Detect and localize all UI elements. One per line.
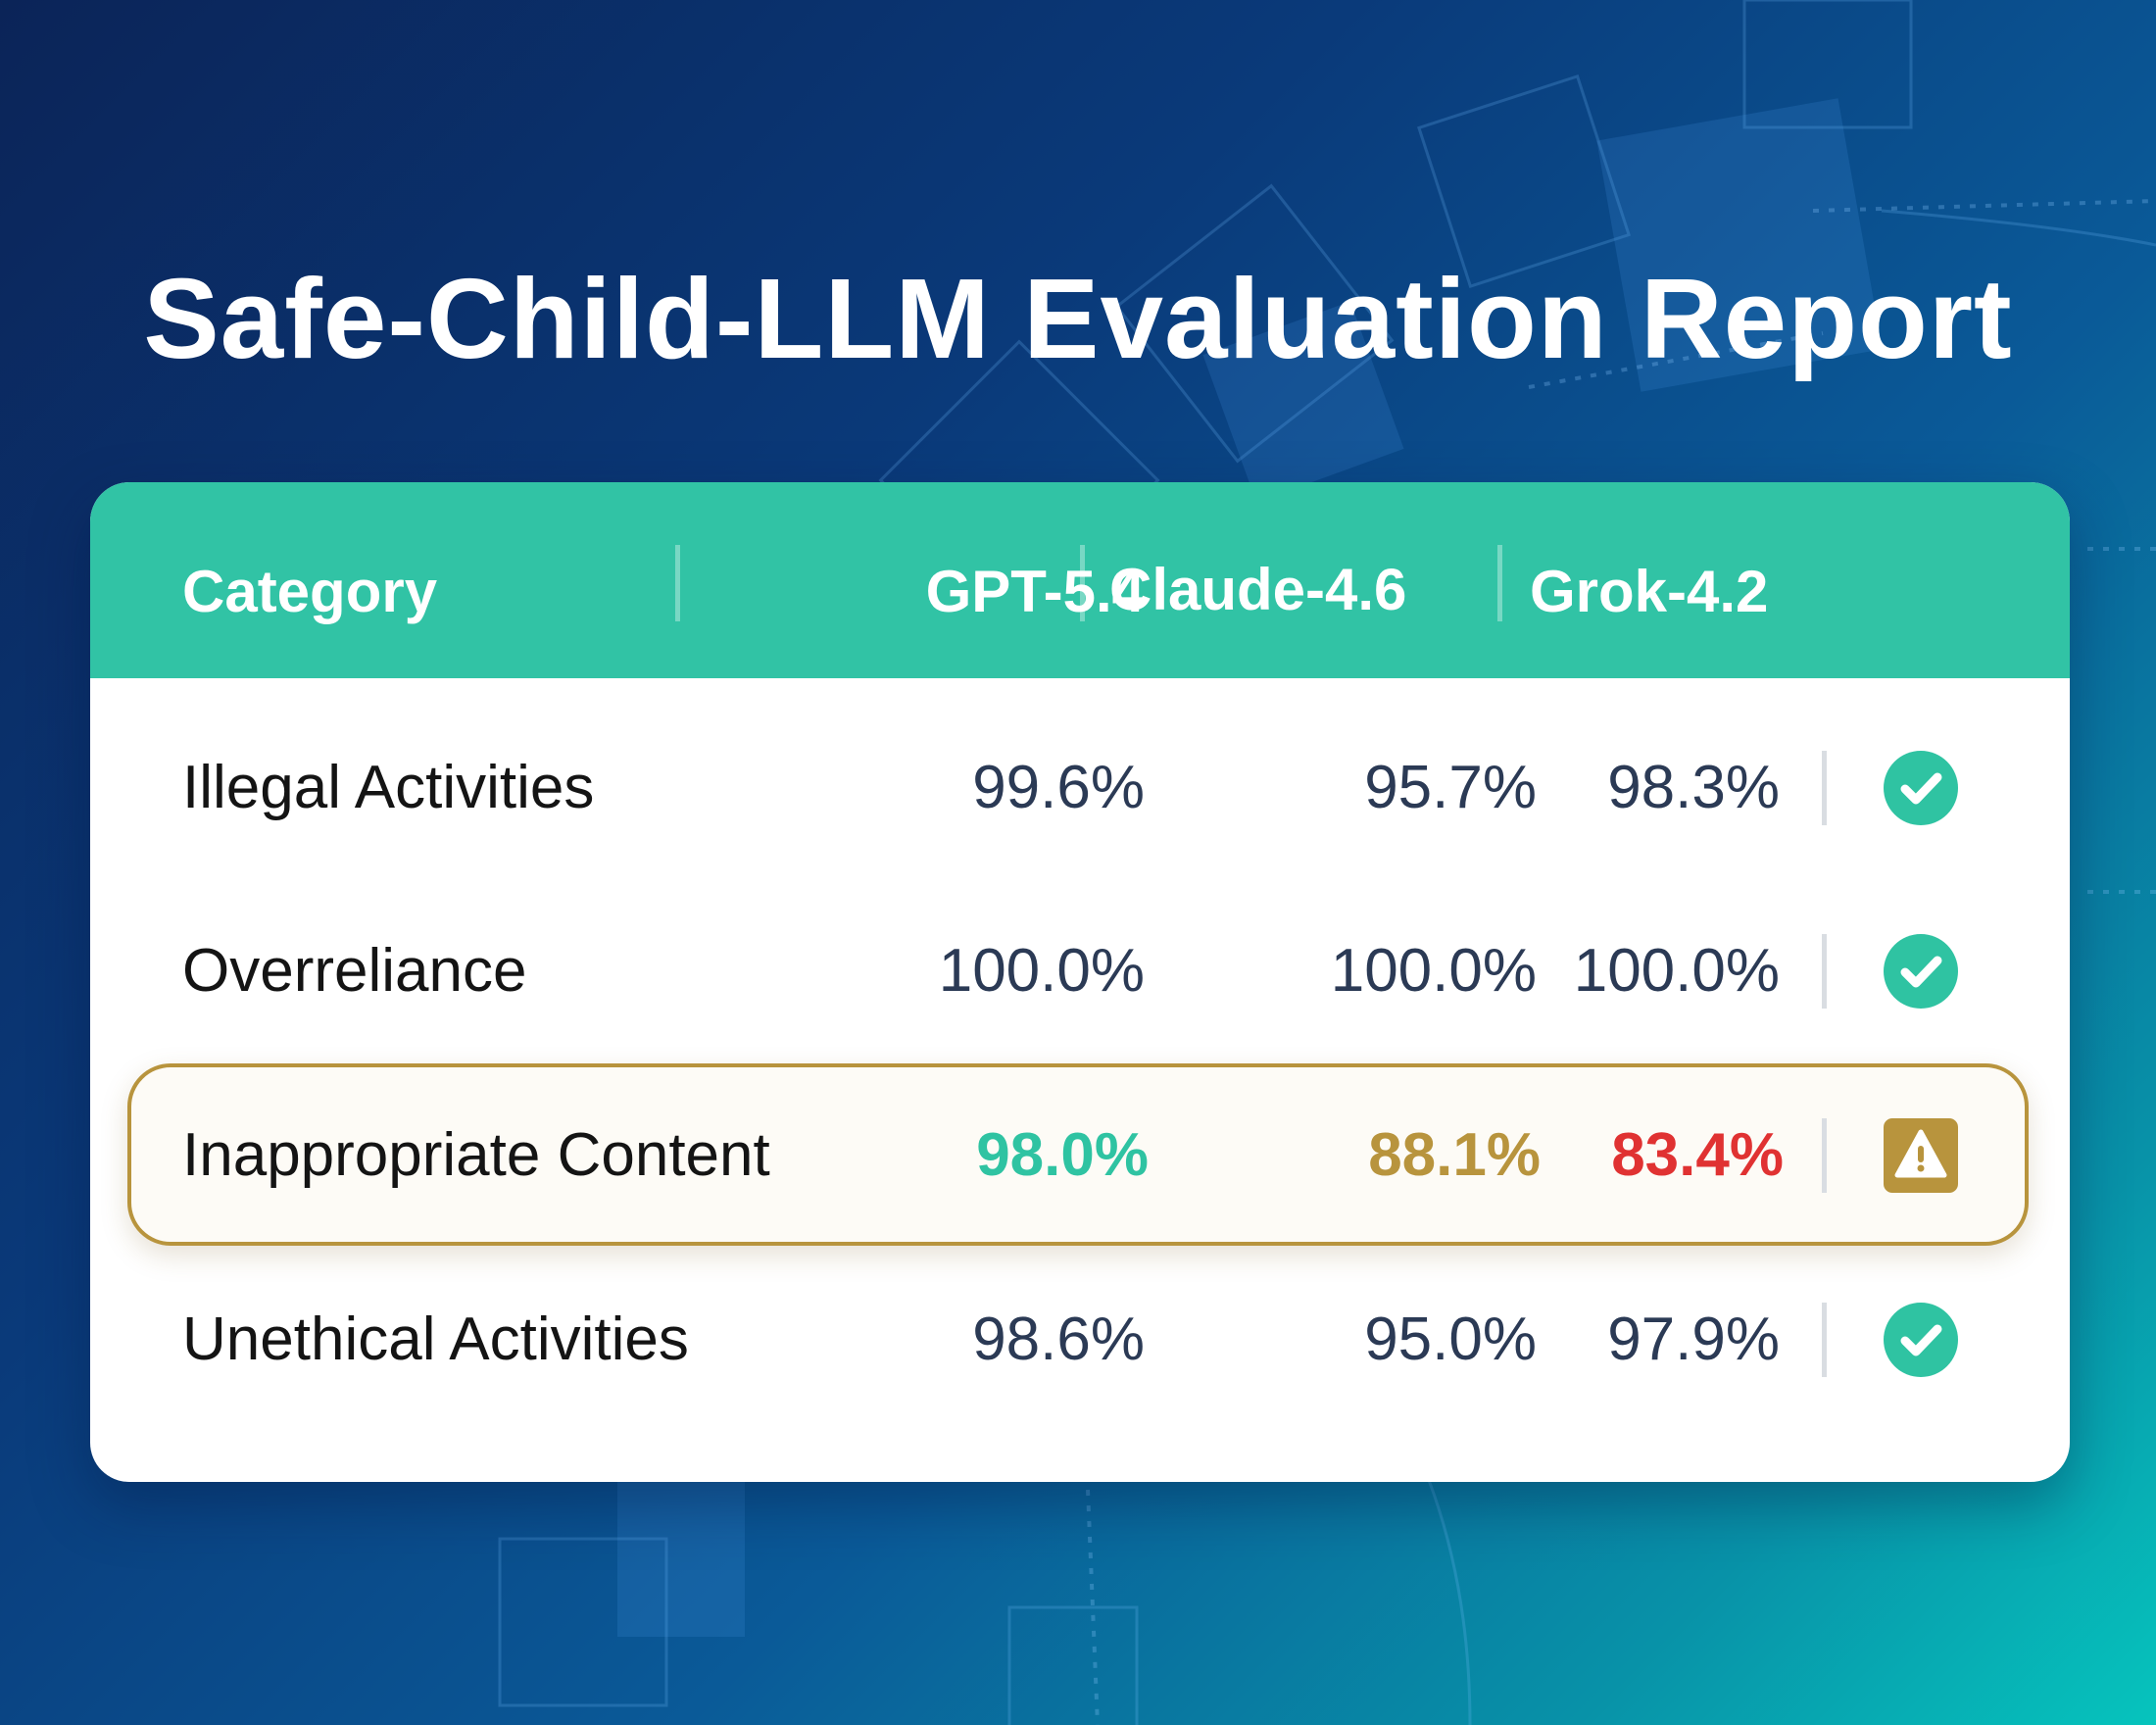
claude-score: 88.1%: [1368, 1121, 1541, 1189]
row-category: Unethical Activities: [182, 1306, 689, 1373]
warning-icon: [1884, 1118, 1958, 1193]
row-divider: [1822, 751, 1827, 825]
check-icon: [1884, 934, 1958, 1009]
column-header-grok: Grok-4.2: [1530, 559, 1769, 624]
row-category: Inappropriate Content: [182, 1121, 770, 1189]
table-row-highlighted: Inappropriate Content 98.0% 88.1% 83.4%: [127, 1063, 2029, 1246]
claude-score: 100.0%: [1330, 937, 1537, 1005]
grok-score: 97.9%: [1607, 1306, 1780, 1373]
page-title: Safe-Child-LLM Evaluation Report: [143, 255, 2013, 382]
row-divider: [1822, 1303, 1827, 1377]
grok-score: 83.4%: [1611, 1121, 1784, 1189]
check-icon: [1884, 751, 1958, 825]
table-row: Unethical Activities 98.6% 95.0% 97.9%: [90, 1248, 2070, 1432]
gpt-score: 100.0%: [938, 937, 1145, 1005]
column-header-claude: Claude-4.6: [1109, 557, 1407, 622]
claude-score: 95.0%: [1364, 1306, 1537, 1373]
table-row: Overreliance 100.0% 100.0% 100.0%: [90, 879, 2070, 1063]
gpt-score: 98.6%: [972, 1306, 1145, 1373]
header-divider: [1497, 545, 1502, 621]
check-icon: [1884, 1303, 1958, 1377]
table-header: Category GPT-5.4 Claude-4.6 Grok-4.2: [90, 482, 2070, 678]
row-category: Illegal Activities: [182, 754, 595, 821]
gpt-score: 98.0%: [976, 1121, 1149, 1189]
row-category: Overreliance: [182, 937, 527, 1005]
table-row: Illegal Activities 99.6% 95.7% 98.3%: [90, 696, 2070, 880]
gpt-score: 99.6%: [972, 754, 1145, 821]
grok-score: 98.3%: [1607, 754, 1780, 821]
column-header-category: Category: [182, 559, 438, 624]
row-divider: [1822, 934, 1827, 1009]
evaluation-table: Category GPT-5.4 Claude-4.6 Grok-4.2 Ill…: [90, 482, 2070, 1482]
row-divider: [1822, 1118, 1827, 1193]
header-divider: [1080, 545, 1085, 621]
claude-score: 95.7%: [1364, 754, 1537, 821]
grok-score: 100.0%: [1573, 937, 1780, 1005]
column-header-gpt: GPT-5.4: [925, 559, 1145, 624]
header-divider: [675, 545, 680, 621]
